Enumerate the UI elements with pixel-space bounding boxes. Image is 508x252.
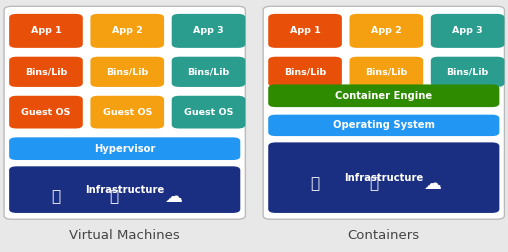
FancyBboxPatch shape [172,57,245,87]
Text: Guest OS: Guest OS [21,108,71,117]
FancyBboxPatch shape [268,84,499,107]
FancyBboxPatch shape [9,96,83,129]
Text: ⬛: ⬛ [51,189,60,204]
Text: Container Engine: Container Engine [335,91,432,101]
Text: 🗄: 🗄 [110,189,119,204]
Text: Bins/Lib: Bins/Lib [25,67,67,76]
FancyBboxPatch shape [268,14,342,48]
Text: App 2: App 2 [112,26,143,35]
FancyBboxPatch shape [431,14,504,48]
Text: Containers: Containers [347,229,420,242]
Text: 🗄: 🗄 [369,176,378,192]
Text: Infrastructure: Infrastructure [344,173,424,183]
FancyBboxPatch shape [4,6,245,219]
FancyBboxPatch shape [9,137,240,160]
Text: App 2: App 2 [371,26,402,35]
FancyBboxPatch shape [90,96,164,129]
Text: Bins/Lib: Bins/Lib [365,67,407,76]
FancyBboxPatch shape [9,14,83,48]
Text: App 3: App 3 [452,26,483,35]
Text: Bins/Lib: Bins/Lib [106,67,148,76]
FancyBboxPatch shape [9,57,83,87]
Text: App 1: App 1 [290,26,321,35]
Text: 🖥: 🖥 [51,189,60,204]
FancyBboxPatch shape [268,57,342,87]
Text: Guest OS: Guest OS [184,108,233,117]
Text: Virtual Machines: Virtual Machines [69,229,180,242]
FancyBboxPatch shape [172,96,245,129]
FancyBboxPatch shape [9,166,240,213]
Text: Bins/Lib: Bins/Lib [447,67,489,76]
Text: 🖥: 🖥 [310,176,320,192]
Text: Hypervisor: Hypervisor [94,144,155,154]
FancyBboxPatch shape [268,142,499,213]
Text: App 1: App 1 [30,26,61,35]
Text: Infrastructure: Infrastructure [85,185,165,195]
FancyBboxPatch shape [263,6,504,219]
FancyBboxPatch shape [268,115,499,136]
Text: ☁: ☁ [423,175,441,193]
FancyBboxPatch shape [350,57,423,87]
Text: Operating System: Operating System [333,120,435,130]
Text: Guest OS: Guest OS [103,108,152,117]
FancyBboxPatch shape [350,14,423,48]
Text: App 3: App 3 [193,26,224,35]
FancyBboxPatch shape [172,14,245,48]
FancyBboxPatch shape [431,57,504,87]
Text: Bins/Lib: Bins/Lib [284,67,326,76]
Text: Bins/Lib: Bins/Lib [187,67,230,76]
FancyBboxPatch shape [90,57,164,87]
FancyBboxPatch shape [90,14,164,48]
Text: ☁: ☁ [164,187,182,206]
